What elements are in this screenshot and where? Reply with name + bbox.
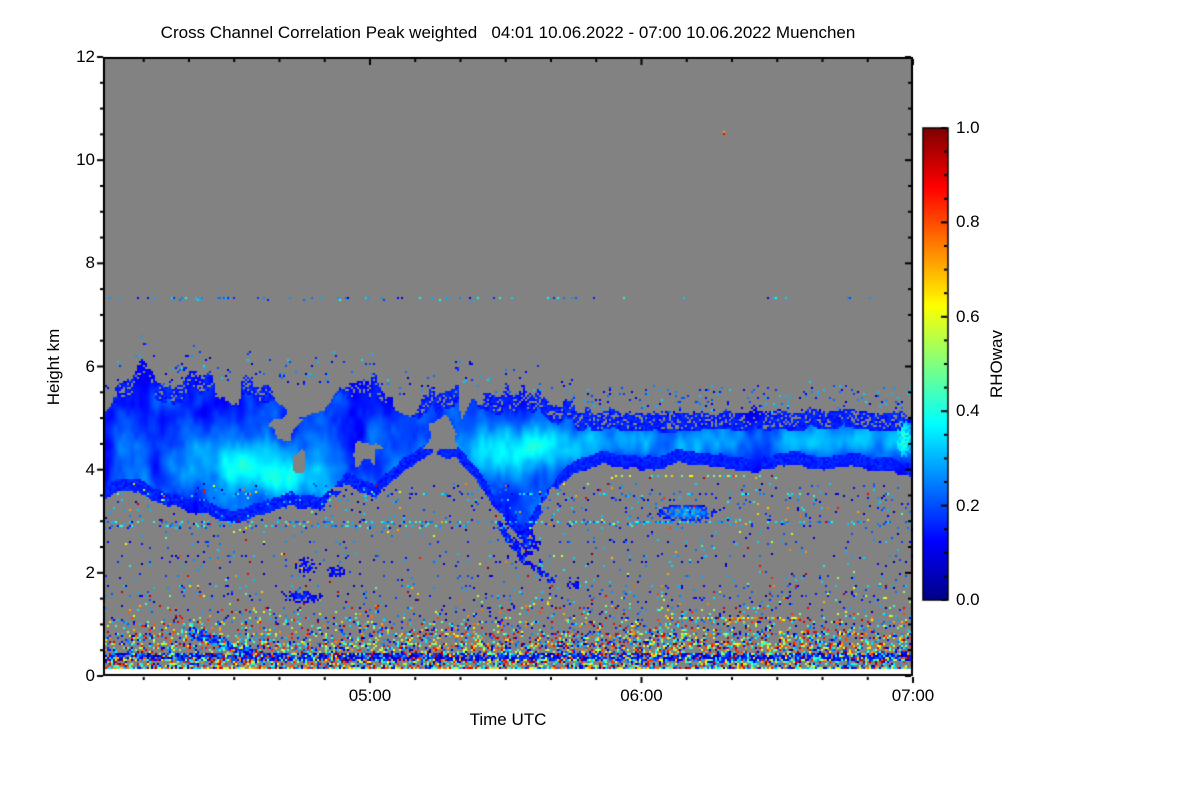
x-axis-title: Time UTC — [469, 710, 547, 729]
colorbar-title: RHOwav — [987, 329, 1006, 399]
chart-title: Cross Channel Correlation Peak weighted … — [160, 23, 856, 42]
x-tick-label: 06:00 — [620, 686, 663, 705]
x-tick-label: 07:00 — [891, 686, 935, 705]
y-tick-label: 12 — [76, 47, 95, 66]
colorbar-tick-label: 1.0 — [956, 118, 980, 137]
colorbar-tick-label: 0.8 — [956, 212, 980, 232]
heatmap-canvas — [103, 57, 913, 676]
y-tick-label: 8 — [85, 253, 95, 273]
colorbar-tick-label: 0.0 — [956, 590, 980, 609]
y-tick-label: 4 — [85, 459, 95, 479]
y-axis-title: Height km — [44, 328, 63, 406]
x-tick-label: 05:00 — [348, 686, 392, 705]
y-tick-label: 10 — [76, 150, 95, 170]
colorbar-tick-label: 0.6 — [956, 306, 980, 326]
colorbar-tick-label: 0.2 — [956, 495, 980, 515]
y-tick-label: 2 — [85, 562, 95, 582]
y-tick-label: 0 — [85, 666, 95, 685]
colorbar-tick-label: 0.4 — [956, 401, 980, 421]
